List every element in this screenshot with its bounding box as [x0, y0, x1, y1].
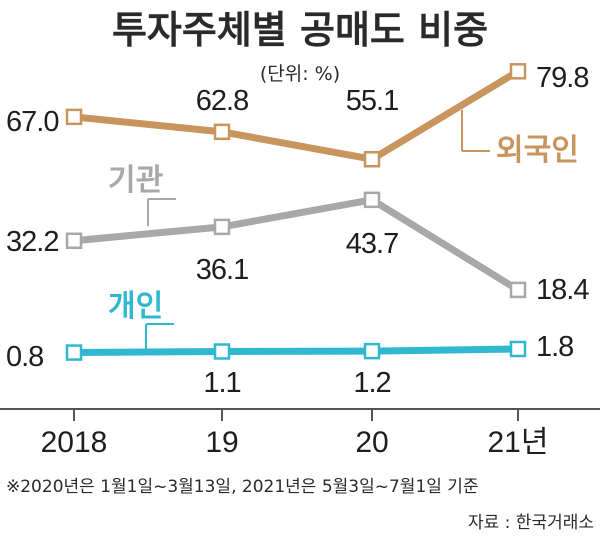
data-label-1-3: 18.4 [536, 274, 589, 306]
data-point-1-2 [363, 191, 381, 209]
data-point-2-2 [363, 342, 381, 360]
chart-title: 투자주체별 공매도 비중 [112, 8, 488, 52]
series-line-2 [73, 345, 519, 357]
data-label-2-0: 0.8 [6, 341, 43, 373]
data-label-0-1: 62.8 [196, 85, 248, 117]
series-label-2: 개인 [108, 289, 163, 324]
data-label-1-0: 32.2 [6, 226, 58, 258]
data-point-1-3 [509, 281, 527, 299]
series-layer: 67.0 62.8 55.1 79.8 외국인 32.2 36.1 43.7 18.4 기관 0.8… [6, 62, 590, 399]
data-point-2-1 [213, 343, 231, 360]
x-axis: 2018 19 20 21년 [0, 408, 600, 459]
x-tick-label-1: 19 [205, 426, 238, 459]
x-tick-label-3: 21년 [488, 426, 549, 459]
series-label-0: 외국인 [496, 133, 579, 168]
x-tick-label-2: 20 [355, 426, 388, 459]
series-line-1 [73, 196, 520, 293]
data-point-0-2 [363, 150, 381, 168]
data-point-2-0 [65, 344, 83, 361]
unit-label: (단위: %) [260, 63, 340, 85]
footnote: ※2020년은 1월1일~3월13일, 2021년은 5월3일~7월1일 기준 [6, 477, 479, 497]
data-point-0-1 [213, 123, 231, 141]
data-point-2-3 [509, 340, 527, 358]
data-label-1-1: 36.1 [196, 254, 248, 286]
data-label-0-2: 55.1 [346, 85, 398, 117]
data-label-2-1: 1.1 [203, 367, 240, 399]
data-point-1-0 [65, 232, 83, 250]
data-point-0-0 [65, 108, 83, 126]
data-label-0-0: 67.0 [6, 106, 58, 138]
series-line-0 [73, 68, 520, 163]
data-label-0-3: 79.8 [536, 62, 588, 94]
source-label: 자료 : 한국거래소 [468, 513, 594, 533]
data-label-2-3: 1.8 [536, 331, 573, 363]
data-label-2-2: 1.2 [353, 367, 390, 399]
x-tick-label-0: 2018 [41, 426, 108, 459]
data-point-0-3 [509, 63, 527, 80]
data-label-1-2: 43.7 [346, 228, 398, 260]
data-point-1-1 [213, 218, 231, 236]
series-label-1: 기관 [108, 163, 163, 198]
